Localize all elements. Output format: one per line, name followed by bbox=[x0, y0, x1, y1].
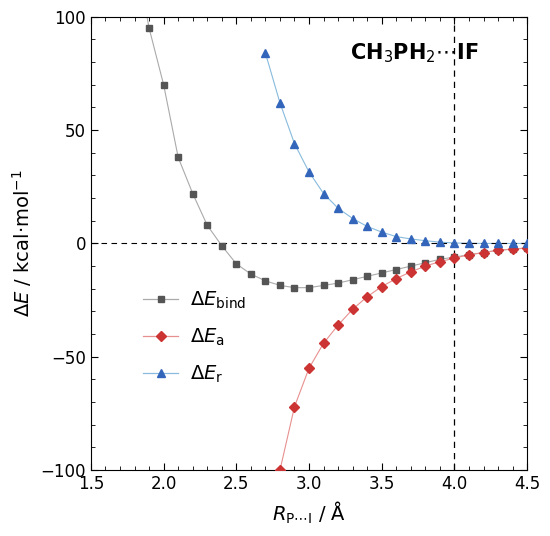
$\Delta\mathit{E}_\mathrm{r}$ bbox=[422, 237, 428, 244]
Text: CH$_3$PH$_2$$\cdots$IF: CH$_3$PH$_2$$\cdots$IF bbox=[350, 42, 480, 65]
$\Delta\mathit{E}_\mathrm{bind}$ bbox=[320, 282, 327, 288]
$\Delta\mathit{E}_\mathrm{a}$ bbox=[364, 294, 371, 300]
$\Delta\mathit{E}_\mathrm{r}$ bbox=[437, 239, 443, 245]
$\Delta\mathit{E}_\mathrm{r}$ bbox=[277, 100, 283, 106]
$\Delta\mathit{E}_\mathrm{r}$ bbox=[480, 240, 487, 247]
$\Delta\mathit{E}_\mathrm{bind}$ bbox=[277, 282, 283, 288]
$\Delta\mathit{E}_\mathrm{r}$ bbox=[306, 169, 312, 175]
$\Delta\mathit{E}_\mathrm{bind}$ bbox=[393, 266, 400, 273]
Line: $\Delta\mathit{E}_\mathrm{bind}$: $\Delta\mathit{E}_\mathrm{bind}$ bbox=[117, 0, 531, 291]
$\Delta\mathit{E}_\mathrm{bind}$ bbox=[175, 154, 182, 160]
$\Delta\mathit{E}_\mathrm{r}$ bbox=[524, 240, 530, 247]
$\Delta\mathit{E}_\mathrm{bind}$ bbox=[204, 222, 211, 228]
$\Delta\mathit{E}_\mathrm{bind}$ bbox=[306, 285, 312, 291]
$\Delta\mathit{E}_\mathrm{bind}$ bbox=[437, 256, 443, 263]
X-axis label: $\mathit{R}_\mathrm{P{\cdots}I}$ / Å: $\mathit{R}_\mathrm{P{\cdots}I}$ / Å bbox=[272, 500, 346, 526]
$\Delta\mathit{E}_\mathrm{bind}$ bbox=[248, 271, 254, 277]
$\Delta\mathit{E}_\mathrm{bind}$ bbox=[466, 251, 472, 258]
$\Delta\mathit{E}_\mathrm{a}$ bbox=[335, 322, 342, 328]
$\Delta\mathit{E}_\mathrm{bind}$ bbox=[422, 259, 428, 266]
$\Delta\mathit{E}_\mathrm{r}$ bbox=[408, 236, 414, 242]
$\Delta\mathit{E}_\mathrm{a}$ bbox=[437, 258, 443, 265]
Line: $\Delta\mathit{E}_\mathrm{r}$: $\Delta\mathit{E}_\mathrm{r}$ bbox=[261, 49, 531, 248]
$\Delta\mathit{E}_\mathrm{a}$ bbox=[524, 245, 530, 251]
$\Delta\mathit{E}_\mathrm{a}$ bbox=[320, 340, 327, 346]
$\Delta\mathit{E}_\mathrm{r}$ bbox=[495, 240, 502, 247]
$\Delta\mathit{E}_\mathrm{a}$ bbox=[349, 306, 356, 312]
$\Delta\mathit{E}_\mathrm{bind}$ bbox=[146, 25, 152, 31]
$\Delta\mathit{E}_\mathrm{bind}$ bbox=[161, 81, 167, 88]
$\Delta\mathit{E}_\mathrm{bind}$ bbox=[335, 280, 342, 286]
$\Delta\mathit{E}_\mathrm{bind}$ bbox=[524, 245, 530, 251]
$\Delta\mathit{E}_\mathrm{r}$ bbox=[393, 234, 400, 240]
$\Delta\mathit{E}_\mathrm{r}$ bbox=[262, 50, 269, 56]
$\Delta\mathit{E}_\mathrm{bind}$ bbox=[509, 246, 516, 252]
$\Delta\mathit{E}_\mathrm{a}$ bbox=[509, 246, 516, 252]
$\Delta\mathit{E}_\mathrm{a}$ bbox=[422, 263, 428, 269]
$\Delta\mathit{E}_\mathrm{a}$ bbox=[306, 365, 312, 371]
$\Delta\mathit{E}_\mathrm{a}$ bbox=[408, 269, 414, 275]
$\Delta\mathit{E}_\mathrm{r}$ bbox=[378, 229, 385, 235]
$\Delta\mathit{E}_\mathrm{a}$ bbox=[291, 404, 298, 410]
$\Delta\mathit{E}_\mathrm{r}$ bbox=[320, 190, 327, 197]
$\Delta\mathit{E}_\mathrm{bind}$ bbox=[364, 273, 371, 280]
$\Delta\mathit{E}_\mathrm{bind}$ bbox=[480, 249, 487, 256]
$\Delta\mathit{E}_\mathrm{bind}$ bbox=[218, 242, 225, 249]
$\Delta\mathit{E}_\mathrm{bind}$ bbox=[291, 285, 298, 291]
$\Delta\mathit{E}_\mathrm{r}$ bbox=[364, 223, 371, 229]
$\Delta\mathit{E}_\mathrm{a}$ bbox=[277, 467, 283, 473]
$\Delta\mathit{E}_\mathrm{a}$ bbox=[378, 284, 385, 290]
$\Delta\mathit{E}_\mathrm{r}$ bbox=[349, 215, 356, 222]
$\Delta\mathit{E}_\mathrm{r}$ bbox=[335, 205, 342, 212]
$\Delta\mathit{E}_\mathrm{a}$ bbox=[451, 255, 458, 262]
$\Delta\mathit{E}_\mathrm{a}$ bbox=[495, 247, 502, 254]
$\Delta\mathit{E}_\mathrm{r}$ bbox=[509, 240, 516, 247]
$\Delta\mathit{E}_\mathrm{bind}$ bbox=[378, 270, 385, 276]
$\Delta\mathit{E}_\mathrm{a}$ bbox=[466, 251, 472, 258]
$\Delta\mathit{E}_\mathrm{bind}$ bbox=[451, 254, 458, 260]
$\Delta\mathit{E}_\mathrm{r}$ bbox=[466, 240, 472, 247]
Legend: $\Delta\mathit{E}_\mathrm{bind}$, $\Delta\mathit{E}_\mathrm{a}$, $\Delta\mathit{: $\Delta\mathit{E}_\mathrm{bind}$, $\Delt… bbox=[135, 282, 254, 392]
$\Delta\mathit{E}_\mathrm{r}$ bbox=[291, 140, 298, 147]
$\Delta\mathit{E}_\mathrm{bind}$ bbox=[349, 277, 356, 283]
Line: $\Delta\mathit{E}_\mathrm{a}$: $\Delta\mathit{E}_\mathrm{a}$ bbox=[277, 244, 531, 474]
$\Delta\mathit{E}_\mathrm{bind}$ bbox=[262, 278, 269, 284]
$\Delta\mathit{E}_\mathrm{r}$ bbox=[451, 240, 458, 246]
$\Delta\mathit{E}_\mathrm{bind}$ bbox=[495, 247, 502, 254]
$\Delta\mathit{E}_\mathrm{bind}$ bbox=[233, 260, 240, 267]
$\Delta\mathit{E}_\mathrm{a}$ bbox=[480, 249, 487, 256]
$\Delta\mathit{E}_\mathrm{a}$ bbox=[393, 276, 400, 282]
$\Delta\mathit{E}_\mathrm{bind}$ bbox=[408, 263, 414, 269]
Y-axis label: $\Delta\mathit{E}$ / kcal·mol$^{-1}$: $\Delta\mathit{E}$ / kcal·mol$^{-1}$ bbox=[10, 170, 34, 317]
$\Delta\mathit{E}_\mathrm{bind}$ bbox=[189, 190, 196, 197]
